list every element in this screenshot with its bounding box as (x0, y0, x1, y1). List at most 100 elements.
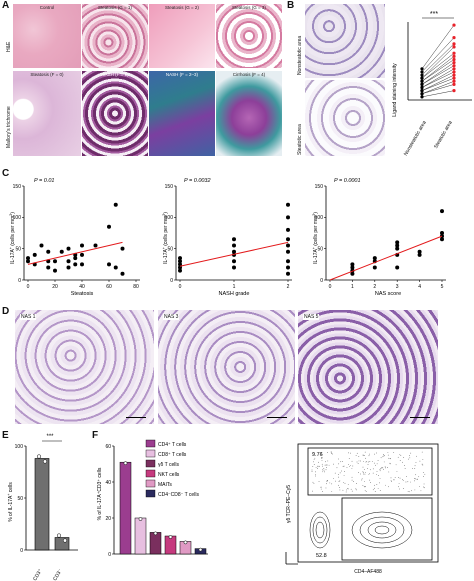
flow-event-dot (399, 460, 401, 461)
flow-event-dot (387, 454, 389, 456)
cd3-ytick-label: 50 (17, 496, 23, 502)
scatter-ytick-label: 100 (13, 215, 22, 221)
flow-event-dot (335, 480, 336, 482)
flow-event-dot (414, 480, 415, 482)
flow-event-dot (363, 473, 364, 475)
tcell-ytick-label: 0 (108, 552, 111, 558)
ligand-point-steatotic (452, 42, 456, 46)
flow-event-dot (350, 465, 352, 466)
tcell-bar-point (168, 535, 173, 539)
flow-event-dot (311, 471, 313, 472)
flow-event-dot (369, 479, 371, 481)
flow-event-dot (402, 479, 403, 481)
scatter-ytick-label: 150 (165, 184, 174, 190)
flow-event-dot (415, 474, 417, 476)
flow-event-dot (327, 460, 329, 462)
flow-xlabel: CD4–AF488 (354, 569, 382, 575)
ligand-pair-line (421, 77, 455, 91)
ligand-point-steatotic (452, 67, 456, 71)
flow-event-dot (367, 468, 368, 469)
ligand-pair-line (421, 53, 455, 79)
cd3-xtick-pos: CD3⁺ (32, 568, 44, 581)
scatter-xtick-label: 0 (329, 284, 332, 290)
flow-event-dot (364, 490, 366, 492)
scatter-xtick-label: 20 (52, 284, 58, 290)
flow-event-dot (326, 480, 328, 481)
flow-event-dot (358, 460, 360, 462)
steatotic-row-label: Steatotic area (297, 124, 303, 155)
scatter-point (286, 215, 290, 220)
scatter-point (440, 237, 444, 242)
flow-event-dot (379, 490, 381, 491)
scatter-point (286, 265, 290, 270)
flow-event-dot (389, 462, 391, 464)
he-image-control: Control (13, 4, 81, 68)
flow-event-dot (347, 487, 348, 489)
flow-event-dot (317, 465, 319, 467)
flow-event-dot (369, 472, 370, 474)
flow-event-dot (397, 456, 399, 458)
flow-event-dot (321, 460, 323, 461)
flow-event-dot (365, 457, 367, 459)
scatter-2-xlabel: NASH grade (219, 291, 250, 297)
flow-event-dot (324, 464, 326, 466)
scatter-point (32, 252, 37, 257)
flow-event-dot (421, 463, 423, 465)
flow-event-dot (322, 469, 323, 471)
flow-event-dot (409, 457, 411, 459)
flow-event-dot (390, 458, 391, 460)
flow-event-dot (407, 481, 409, 483)
tcell-bar-point (138, 517, 143, 521)
flow-event-dot (369, 469, 371, 471)
flow-event-dot (385, 484, 387, 486)
flow-event-dot (396, 471, 398, 473)
panel-label-d: D (2, 306, 10, 317)
ihc-caption-nas5: NAS 5 (303, 314, 320, 320)
flow-event-dot (365, 491, 367, 492)
scatter-point (350, 262, 355, 267)
flow-event-dot (416, 455, 417, 457)
scatter-point (120, 246, 125, 251)
flow-event-dot (344, 471, 345, 472)
flow-event-dot (369, 461, 371, 462)
gate-upper-value: 9.76 (312, 452, 323, 458)
flow-event-dot (384, 466, 386, 468)
scatter-point (80, 243, 84, 248)
flow-event-dot (315, 471, 316, 473)
scatter-point (286, 202, 290, 207)
flow-event-dot (371, 461, 373, 462)
flow-event-dot (328, 464, 330, 466)
flow-event-dot (362, 466, 364, 468)
scatter-point (53, 268, 57, 273)
flow-event-dot (383, 454, 384, 455)
flow-event-dot (372, 468, 374, 470)
flow-event-dot (374, 453, 376, 455)
ligand-pair-line (421, 37, 455, 73)
ligand-point-steatotic (452, 79, 456, 83)
scatter-2-ylabel-text: IL-17A+ (cells per mm2) (162, 212, 169, 264)
ligand-pair-line (421, 46, 455, 79)
scatter-point (178, 256, 182, 261)
trichrome-row-label: Mallory's trichrome (6, 106, 12, 148)
ligand-point-steatotic (452, 36, 456, 40)
tcell-bar-point (183, 540, 188, 545)
nonsteatotic-ihc-image (305, 4, 385, 78)
scatter-fit-line (27, 241, 123, 265)
tcell-legend-swatch (145, 469, 156, 478)
flow-event-dot (338, 458, 339, 460)
ihc-caption-nas3: NAS 3 (163, 314, 180, 320)
ligand-point-steatotic (452, 73, 456, 77)
flow-event-dot (364, 451, 366, 453)
flow-event-dot (414, 478, 415, 479)
gate-upper (307, 447, 433, 496)
ligand-significance: *** (430, 11, 438, 18)
scatter-point (350, 265, 355, 270)
scatter-point (66, 246, 71, 251)
scatter-point (417, 249, 422, 254)
flow-event-dot (380, 468, 381, 469)
flow-event-dot (393, 452, 395, 453)
scatter-ytick-label: 150 (13, 184, 22, 190)
flow-event-dot (323, 469, 325, 471)
flow-event-dot (414, 465, 416, 467)
flow-event-dot (383, 455, 385, 457)
